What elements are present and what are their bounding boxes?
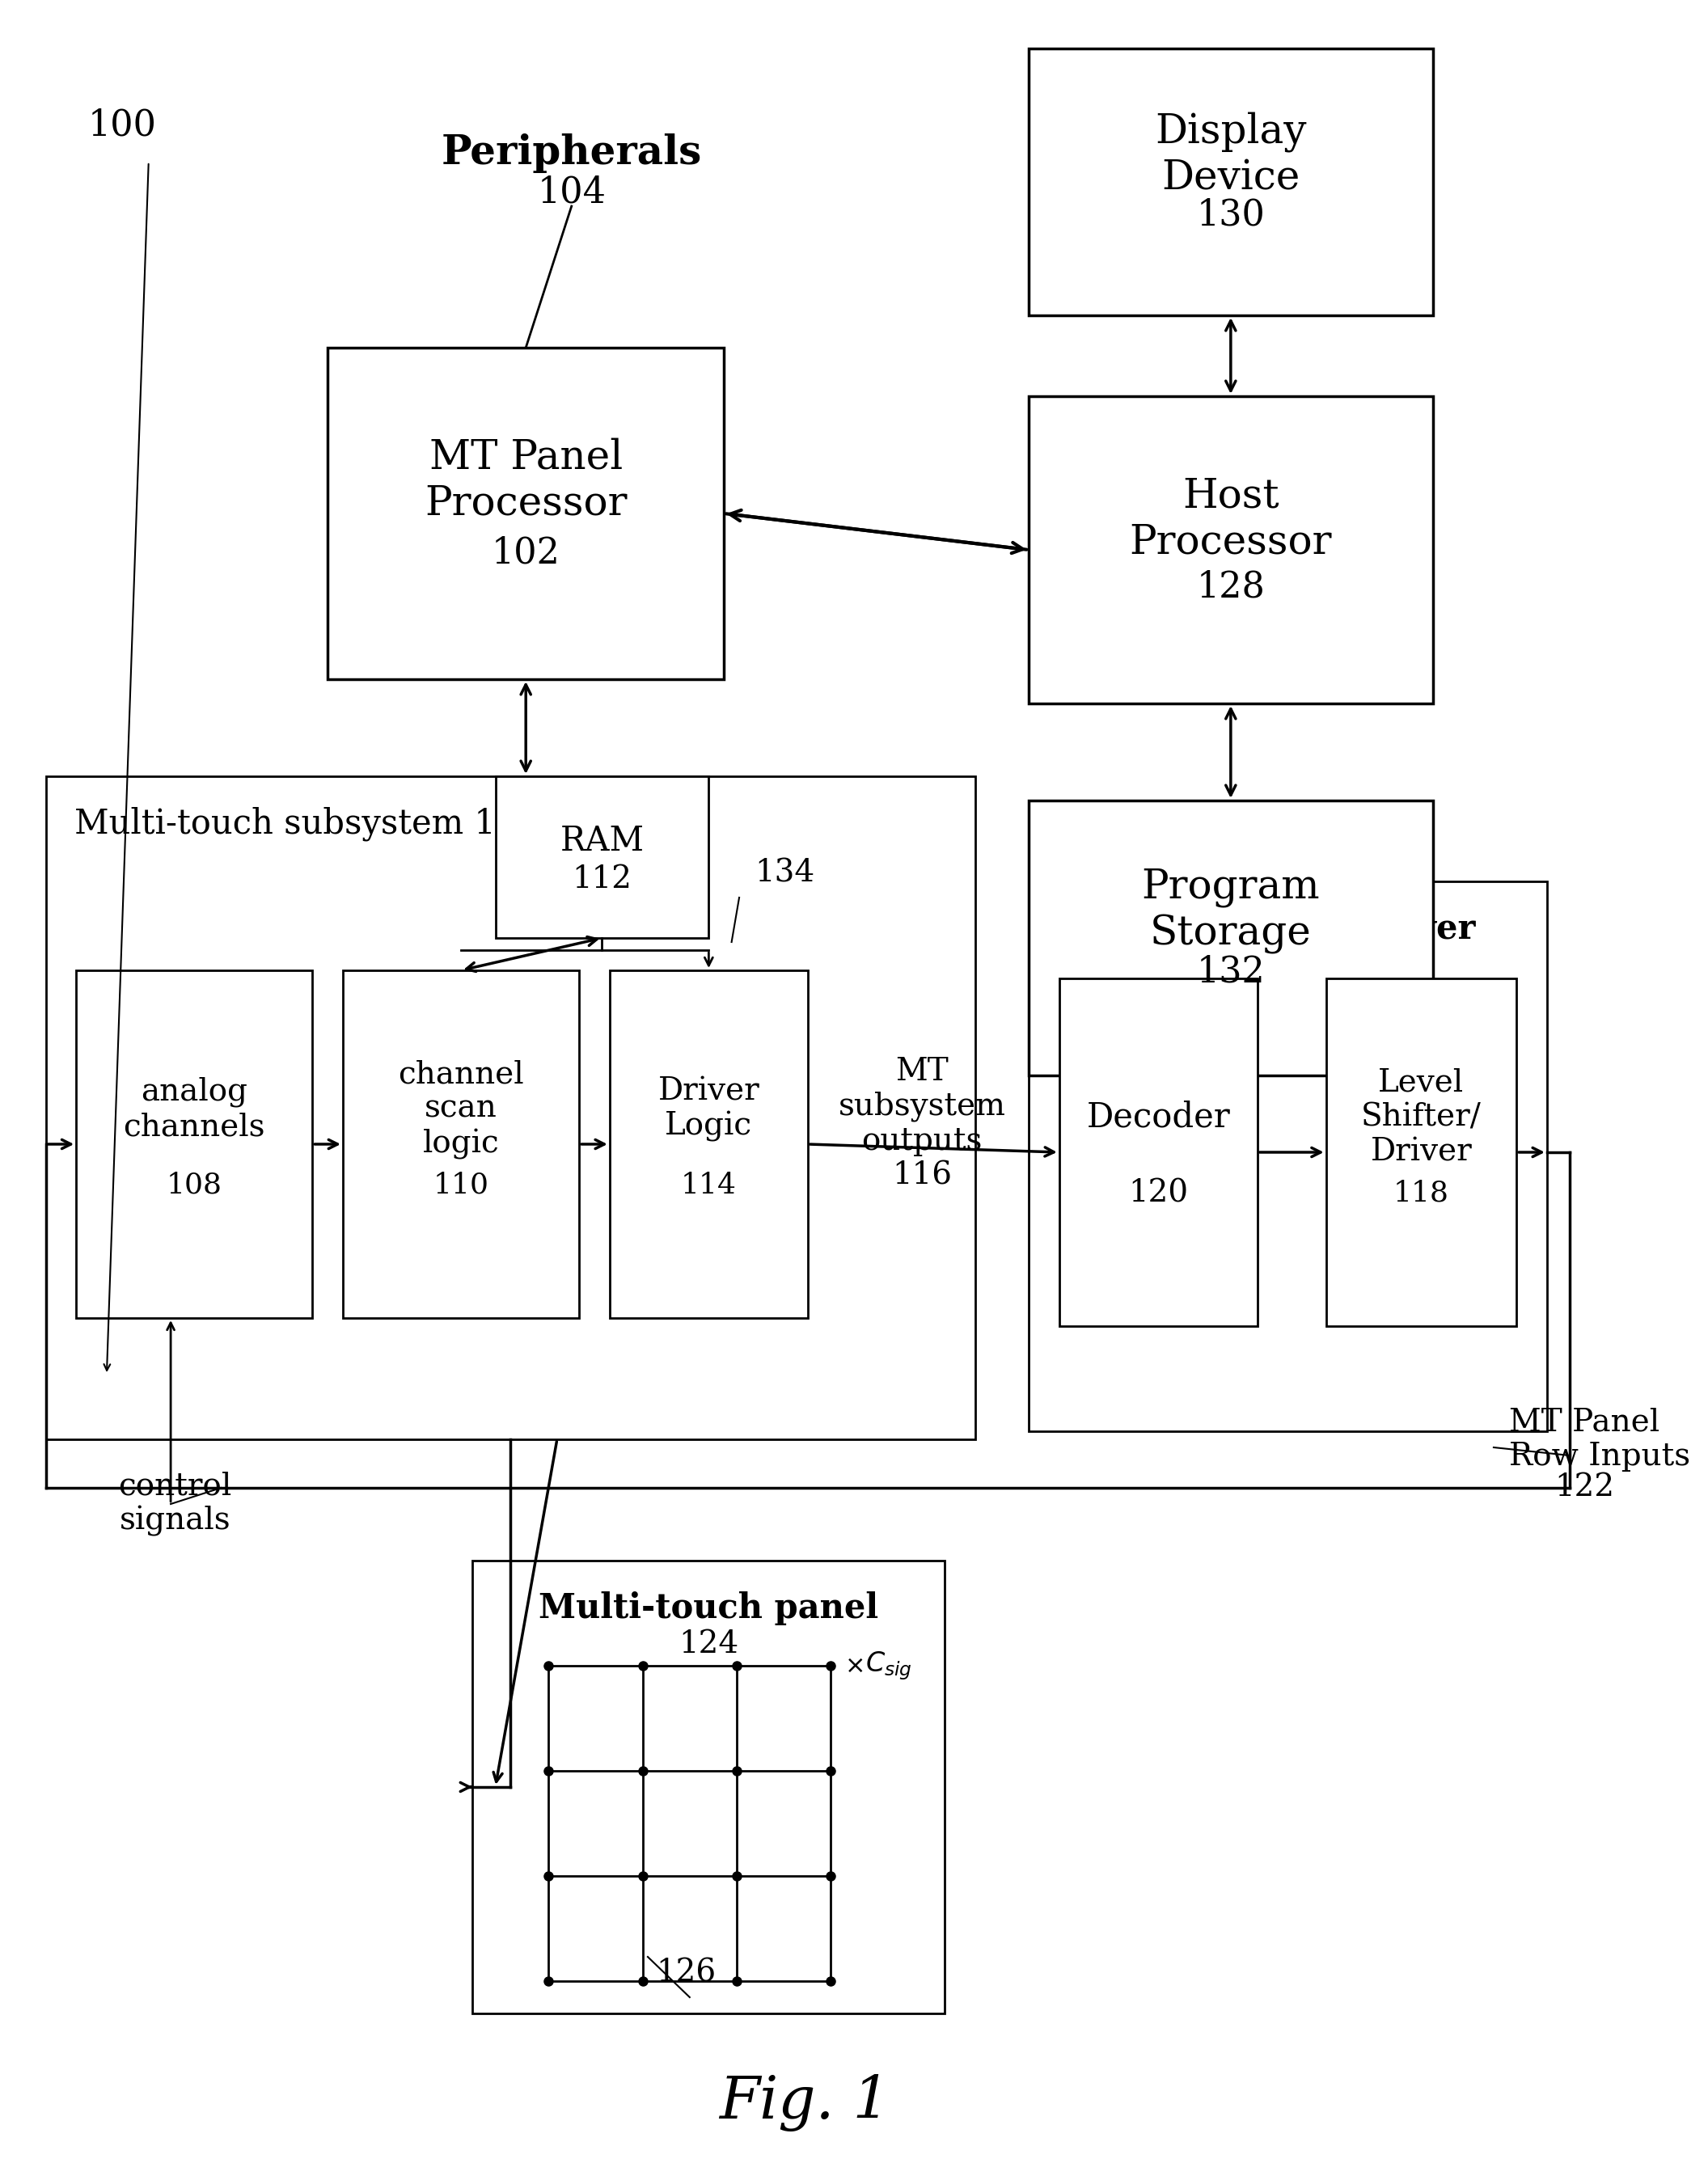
Text: Peripherals: Peripherals [441,133,702,174]
Text: Multi-touch panel: Multi-touch panel [538,1591,878,1626]
Bar [343,970,579,1319]
Text: 126: 126 [656,1958,716,1988]
Text: MT Panel
Processor: MT Panel Processor [425,438,627,523]
Text: 118: 118 [1394,1179,1448,1208]
Text: Host
Processor: Host Processor [1129,475,1332,562]
Text: 130: 130 [1196,198,1266,233]
Text: 110: 110 [434,1171,488,1199]
Text: MT Panel
Row Inputs: MT Panel Row Inputs [1508,1406,1691,1472]
Text: MT
subsystem
outputs
116: MT subsystem outputs 116 [839,1057,1006,1190]
Bar [1028,397,1433,704]
Text: High-Voltage Driver: High-Voltage Driver [1100,911,1476,946]
Bar [1028,48,1433,316]
Text: 122: 122 [1554,1474,1614,1502]
Text: 124: 124 [678,1628,740,1659]
Text: $C_{sig}$: $C_{sig}$ [866,1650,912,1681]
Text: 114: 114 [681,1171,736,1199]
Bar [473,1561,945,2014]
Bar [610,970,808,1319]
Text: 112: 112 [572,865,632,894]
Text: 108: 108 [166,1171,222,1199]
Text: Fig. 1: Fig. 1 [719,2073,890,2132]
Bar [1325,979,1517,1325]
Bar [1028,881,1547,1432]
Text: $\times$: $\times$ [844,1655,863,1676]
Bar [328,347,724,680]
Text: RAM: RAM [560,824,644,859]
Bar [77,970,313,1319]
Text: Level
Shifter/
Driver: Level Shifter/ Driver [1361,1068,1481,1166]
Bar [46,776,975,1439]
Text: control
signals: control signals [118,1472,232,1537]
Text: 104: 104 [538,174,606,209]
Text: Driver
Logic: Driver Logic [658,1077,760,1142]
Text: 128: 128 [1196,569,1266,604]
Text: analog
channels: analog channels [123,1077,265,1142]
Bar [495,776,709,937]
Text: Multi-touch subsystem 106: Multi-touch subsystem 106 [73,807,538,841]
Bar [1028,800,1433,1075]
Bar [1059,979,1257,1325]
Text: 100: 100 [87,107,157,142]
Text: Program
Storage: Program Storage [1141,868,1320,955]
Text: 120: 120 [1129,1179,1189,1208]
Text: 134: 134 [755,859,815,887]
Text: 132: 132 [1197,955,1266,990]
Text: Display
Device: Display Device [1155,111,1307,198]
Text: channel
scan
logic: channel scan logic [398,1059,524,1160]
Text: Decoder: Decoder [1086,1101,1230,1134]
Text: 102: 102 [492,536,560,571]
